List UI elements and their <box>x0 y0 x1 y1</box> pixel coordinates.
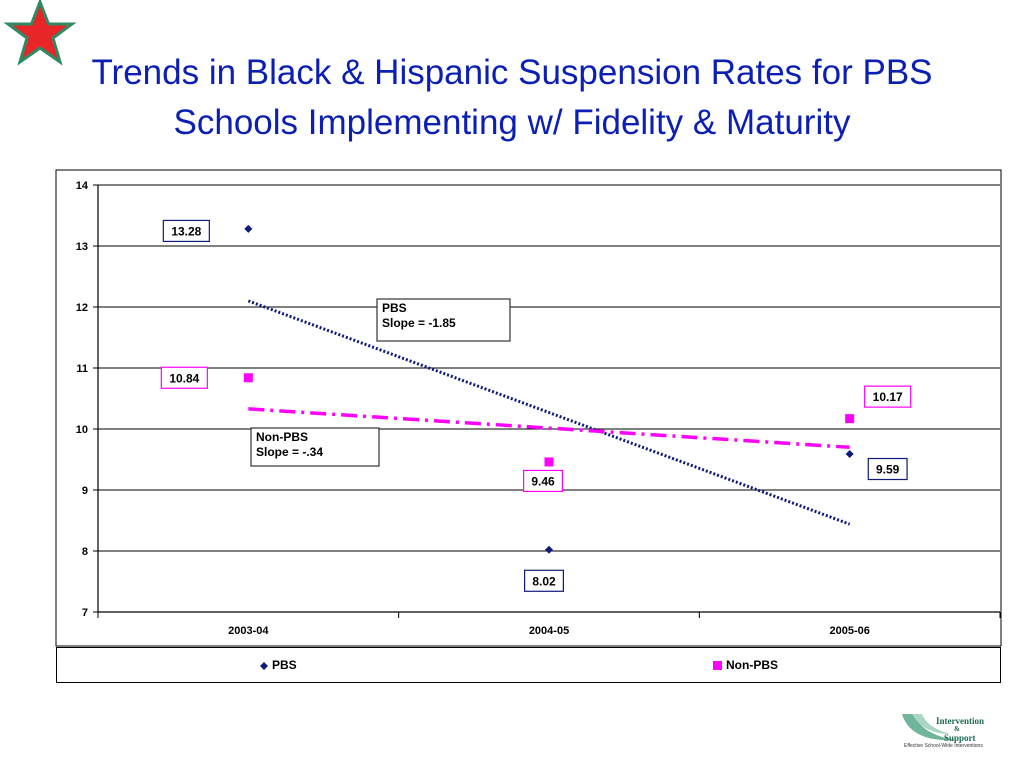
y-tick-label: 12 <box>76 302 88 314</box>
data-label-box <box>867 457 908 481</box>
trendline-pbs <box>247 299 851 526</box>
data-label-box <box>160 366 208 389</box>
data-label: 10.84 <box>169 371 199 385</box>
y-tick-label: 14 <box>76 180 89 192</box>
data-point-pbs <box>845 450 854 459</box>
slide-title-line-2: Schools Implementing w/ Fidelity & Matur… <box>173 103 851 142</box>
logo-wordmark: Intervention & Support <box>936 716 984 743</box>
data-point-pbs <box>545 545 553 554</box>
x-tick-label: 2005-06 <box>829 625 869 637</box>
y-tick-label: 9 <box>82 485 88 497</box>
legend-square-icon <box>713 661 722 671</box>
logo-swoosh-icon <box>902 714 958 741</box>
slide-title-line-1: Trends in Black & Hispanic Suspension Ra… <box>91 53 933 92</box>
y-tick-label: 11 <box>76 363 88 375</box>
legend-label-pbs: PBS <box>272 658 297 672</box>
data-label: 10.17 <box>873 390 903 404</box>
legend-item-non-pbs: Non-PBS <box>713 658 778 672</box>
star-logo-icon <box>3 0 77 66</box>
chart-frame <box>55 169 1002 647</box>
trend-annotation-box <box>250 427 380 467</box>
logo-line-3: Support <box>944 733 976 743</box>
y-tick-label: 10 <box>76 424 88 436</box>
data-label: 9.46 <box>531 474 555 488</box>
y-tick-label: 8 <box>82 546 88 558</box>
data-label: 9.59 <box>876 463 900 477</box>
trendline-non-pbs <box>248 407 850 450</box>
trend-annotation-text: PBS <box>382 301 407 315</box>
logo-line-1: Intervention <box>936 716 984 726</box>
legend-label-non-pbs: Non-PBS <box>726 658 778 672</box>
data-label-box <box>522 469 563 493</box>
data-point-non-pbs <box>845 414 855 424</box>
data-label-box <box>864 385 912 408</box>
chart: 7 8 9 10 11 12 13 14 2003-04 2004-05 2005-06 13.28 8… <box>55 169 1002 647</box>
data-point-pbs <box>244 224 253 233</box>
trend-annotation-text: Slope = -.34 <box>256 445 323 459</box>
x-tick-label: 2003-04 <box>228 625 269 637</box>
legend-item-pbs: PBS <box>260 658 297 672</box>
data-point-non-pbs <box>544 457 554 467</box>
data-label: 8.02 <box>532 574 556 588</box>
logo-tagline: Effective School-Wide Interventions <box>904 743 983 749</box>
chart-legend: PBS Non-PBS <box>56 647 1001 683</box>
data-point-non-pbs <box>243 373 253 383</box>
intervention-support-logo: Intervention & Support Effective School-… <box>898 710 1006 754</box>
y-tick-label: 7 <box>82 607 88 619</box>
data-label-box <box>162 219 210 243</box>
slide-title: Trends in Black & Hispanic Suspension Ra… <box>0 48 1024 148</box>
legend-diamond-icon <box>260 661 268 670</box>
trend-annotation-text: Non-PBS <box>256 430 308 444</box>
logo-line-2: & <box>954 725 960 733</box>
data-label-box <box>523 569 564 592</box>
trend-annotation-box <box>376 298 511 342</box>
x-tick-label: 2004-05 <box>529 625 569 637</box>
data-label: 13.28 <box>171 224 201 238</box>
trend-annotation-text: Slope = -1.85 <box>382 316 456 330</box>
y-tick-label: 13 <box>76 241 88 253</box>
